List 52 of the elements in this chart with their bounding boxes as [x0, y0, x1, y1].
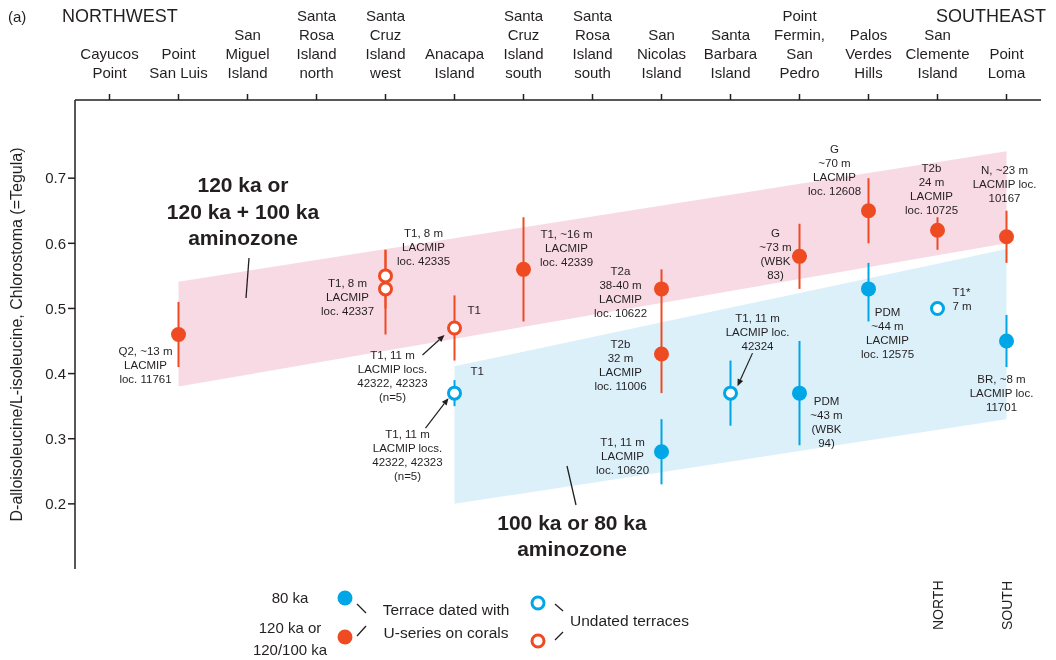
y-tick-label: 0.6 [45, 234, 66, 252]
annotation: G ~73 m (WBK 83) [759, 227, 792, 282]
annotation: T1, 11 m LACMIP loc. 42324 [725, 312, 790, 353]
x-tick-label: Palos Verdes Hills [845, 26, 892, 81]
x-tick-label: San Nicolas Island [636, 26, 687, 81]
annotation: T1, 11 m LACMIP locs. 42322, 42323 (n=5) [357, 348, 428, 403]
text: SOUTH [998, 581, 1015, 630]
y-tick-label: 0.3 [45, 430, 66, 448]
annotation: PDM ~44 m LACMIP loc. 12575 [860, 305, 915, 360]
legend-label: 120 ka or 120/100 ka [252, 619, 328, 658]
annotation: T1, 8 m LACMIP loc. 42337 [320, 276, 375, 317]
x-tick-label: San Clemente Island [905, 26, 970, 81]
annotation: T2b 32 m LACMIP loc. 11006 [594, 338, 647, 393]
annotation: PDM ~43 m (WBK 94) [810, 395, 843, 450]
annotation: BR, ~8 m LACMIP loc. 11701 [969, 373, 1034, 414]
annotation: T1, ~16 m LACMIP loc. 42339 [539, 228, 594, 269]
x-tick-label: Santa Rosa Island south [572, 7, 613, 81]
y-tick-label: 0.7 [45, 169, 66, 187]
text: Undated terraces [570, 612, 690, 629]
legend-label: 80 ka [271, 589, 309, 606]
x-tick-label: Santa Rosa Island north [296, 7, 337, 81]
x-tick-label: Anacapa Island [424, 45, 485, 81]
x-tick-label: Point Loma [987, 45, 1026, 81]
x-tick-label: Point San Luis [149, 45, 208, 81]
y-tick-label: 0.2 [45, 495, 66, 513]
y-axis-title: D-alloisoleucine/L-isoleucine, Chlorostoma (=Tegula) [8, 147, 25, 522]
annotation: T1, 11 m LACMIP loc. 10620 [595, 435, 650, 476]
y-tick-label: 0.4 [45, 364, 66, 382]
x-tick-label: Cayucos Point [80, 45, 139, 81]
annotation: T1, 8 m LACMIP loc. 42335 [396, 226, 451, 267]
annotation: T2a 38-40 m LACMIP loc. 10622 [593, 264, 648, 319]
text: (a) [8, 8, 27, 25]
x-tick-label: Point Fermin, San Pedro [774, 7, 825, 81]
text: NORTH [929, 580, 946, 630]
annotation: G ~70 m LACMIP loc. 12608 [807, 142, 862, 197]
x-tick-label: Santa Cruz Island south [503, 7, 544, 81]
annotation: T2b 24 m LACMIP loc. 10725 [904, 162, 959, 217]
x-tick-label: San Miguel Island [225, 26, 270, 81]
annotation: T1 [467, 303, 481, 316]
annotation: T1, 11 m LACMIP locs. 42322, 42323 (n=5) [372, 428, 443, 483]
text: SOUTHEAST [935, 6, 1046, 26]
annotation: 120 ka or 120 ka + 100 ka aminozone [166, 173, 320, 249]
annotation: Q2, ~13 m LACMIP loc. 11761 [118, 344, 173, 385]
text: Terrace dated with U-series on corals [382, 601, 510, 641]
annotation: N, ~23 m LACMIP loc. 10167 [972, 163, 1037, 204]
annotation: T1 [470, 365, 484, 378]
x-tick-label: Santa Barbara Island [703, 26, 758, 81]
annotation: T1* 7 m [952, 286, 972, 313]
text: NORTHWEST [62, 6, 178, 26]
y-tick-label: 0.5 [45, 299, 66, 317]
x-tick-label: Santa Cruz Island west [365, 7, 406, 81]
annotation: 100 ka or 80 ka aminozone [497, 511, 648, 560]
